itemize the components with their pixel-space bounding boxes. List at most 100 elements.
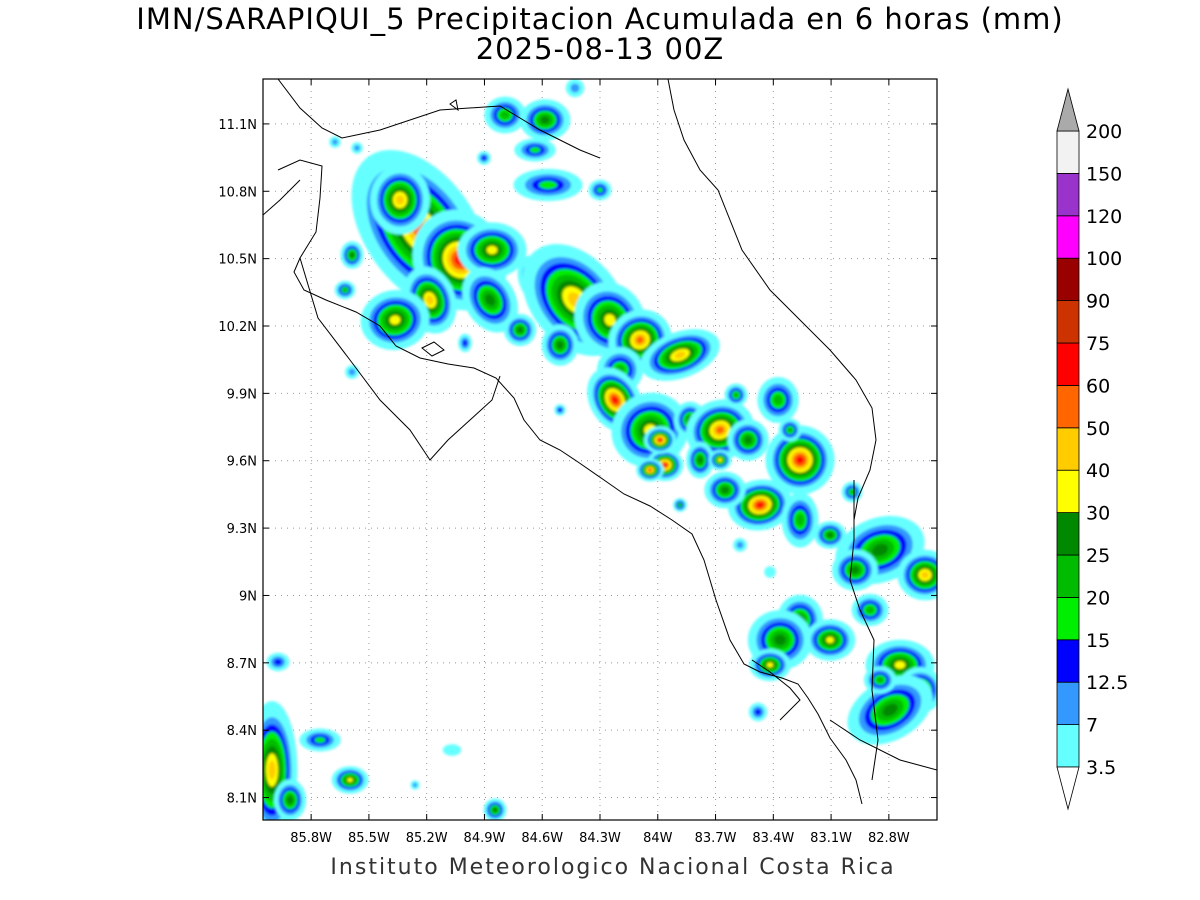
burica-coast [829,719,937,771]
colorbar-segment [1056,215,1080,259]
y-axis-ticks: 11.1N 10.8N 10.5N 10.2N 9.9N 9.6N 9.3N 9N 8.7N 8.… [218,118,937,807]
precip-contour [354,145,360,151]
colorbar-segment [1056,469,1080,514]
precip-contour [636,336,644,344]
y-tick-label: 8.4N [227,724,257,739]
map-title: IMN/SARAPIQUI_5 Precipitacion Acumulada … [136,2,1064,36]
precip-contour [442,744,462,756]
precip-contour [412,782,418,788]
nicaragua-border [277,79,601,159]
precip-contour [540,116,550,124]
precip-contour [882,703,898,717]
y-tick-label: 9.9N [227,387,257,402]
x-tick-label: 83.1W [810,831,852,846]
y-tick-label: 10.2N [218,320,257,335]
colorbar-segment [1056,597,1080,641]
x-tick-label: 85.5W [348,831,390,846]
colorbar-over-arrow [1056,87,1080,132]
precip-contour [389,315,401,325]
y-tick-label: 11.1N [218,118,257,133]
precip-contour [774,634,786,646]
colorbar-segment [1056,342,1080,386]
map-subtitle-datetime: 2025-08-13 00Z [475,32,725,66]
colorbar-segment [1056,681,1080,726]
precip-contour [697,456,703,464]
colorbar-level-label: 75 [1086,333,1110,355]
precip-contour [648,468,652,472]
colorbar-segment [1056,130,1080,174]
colorbar-segment [1056,427,1080,471]
gulf-island [421,341,445,357]
y-tick-label: 9.3N [227,522,257,537]
precip-contour [773,395,783,405]
x-tick-label: 83.7W [695,831,737,846]
colorbar-level-label: 40 [1086,460,1110,482]
precip-contour [662,463,668,467]
precip-contour [314,736,326,744]
precip-contour [876,677,884,683]
colorbar-level-label: 90 [1086,291,1110,313]
precip-contour [426,295,434,305]
colorbar-level-label: 7 [1086,715,1098,737]
colorbar-segment [1056,724,1080,768]
precip-contour [764,566,776,578]
x-tick-label: 84.3W [579,831,621,846]
x-tick-label: 82.8W [868,831,910,846]
colorbar-level-label: 150 [1086,163,1122,185]
precip-contour [395,195,405,205]
colorbar-level-label: 100 [1086,248,1122,270]
precip-contour [658,438,662,442]
colorbar-segment [1056,172,1080,217]
precip-contour [349,252,355,258]
precip-contour [558,408,562,412]
precip-contour [462,339,468,347]
footer-credit: Instituto Meteorologico Nacional Costa R… [330,855,896,880]
lake-nicaragua-shore [263,179,301,216]
x-tick-label: 83.4W [752,831,794,846]
precip-contour [826,636,834,644]
colorbar-segment [1056,257,1080,302]
colorbar-segment [1056,554,1080,598]
nicoya-peninsula-coast [299,257,501,461]
y-tick-label: 10.8N [218,185,257,200]
colorbar-level-label: 50 [1086,418,1110,440]
precip-contour [766,662,774,668]
precip-contour [787,427,793,433]
northern-island [449,99,459,112]
precip-contour [287,796,293,804]
precip-contour [570,83,580,93]
precip-contour [517,327,523,333]
y-tick-label: 10.5N [218,253,257,268]
precipitation-field [263,79,937,820]
pacific-coastline [277,159,863,805]
colorbar-under-arrow [1056,766,1080,811]
colorbar-level-label: 200 [1086,121,1122,143]
precip-contour [348,368,356,376]
colorbar-segment [1056,512,1080,556]
x-tick-label: 84.9W [464,831,506,846]
precip-contour [268,760,276,780]
colorbar-level-label: 12.5 [1086,672,1128,694]
x-tick-label: 85.8W [290,831,332,846]
colorbar-level-label: 30 [1086,503,1110,525]
colorbar: 3.5 7 12.5 15 20 25 30 40 50 60 75 90 100 120 150 200 [1056,87,1128,811]
precip-contour [492,807,498,813]
x-axis-ticks: 85.8W 85.5W 85.2W 84.9W 84.6W 84.3W 84W 83.7W 83… [290,79,910,846]
precip-contour [849,489,855,495]
colorbar-level-label: 25 [1086,545,1110,567]
precip-contour [736,541,744,549]
precip-contour [721,486,729,494]
precip-contour [674,351,686,359]
panama-border [849,480,879,781]
colorbar-level-label: 3.5 [1086,757,1116,779]
precip-contour [754,708,762,716]
y-tick-label: 8.7N [227,657,257,672]
colorbar-segment [1056,300,1080,344]
precip-contour [274,658,282,666]
precip-contour [347,777,353,783]
x-tick-label: 84.6W [521,831,563,846]
precip-contour [871,543,889,557]
y-tick-label: 9.6N [227,455,257,470]
precip-contour [678,503,682,507]
precip-contour [611,396,619,404]
